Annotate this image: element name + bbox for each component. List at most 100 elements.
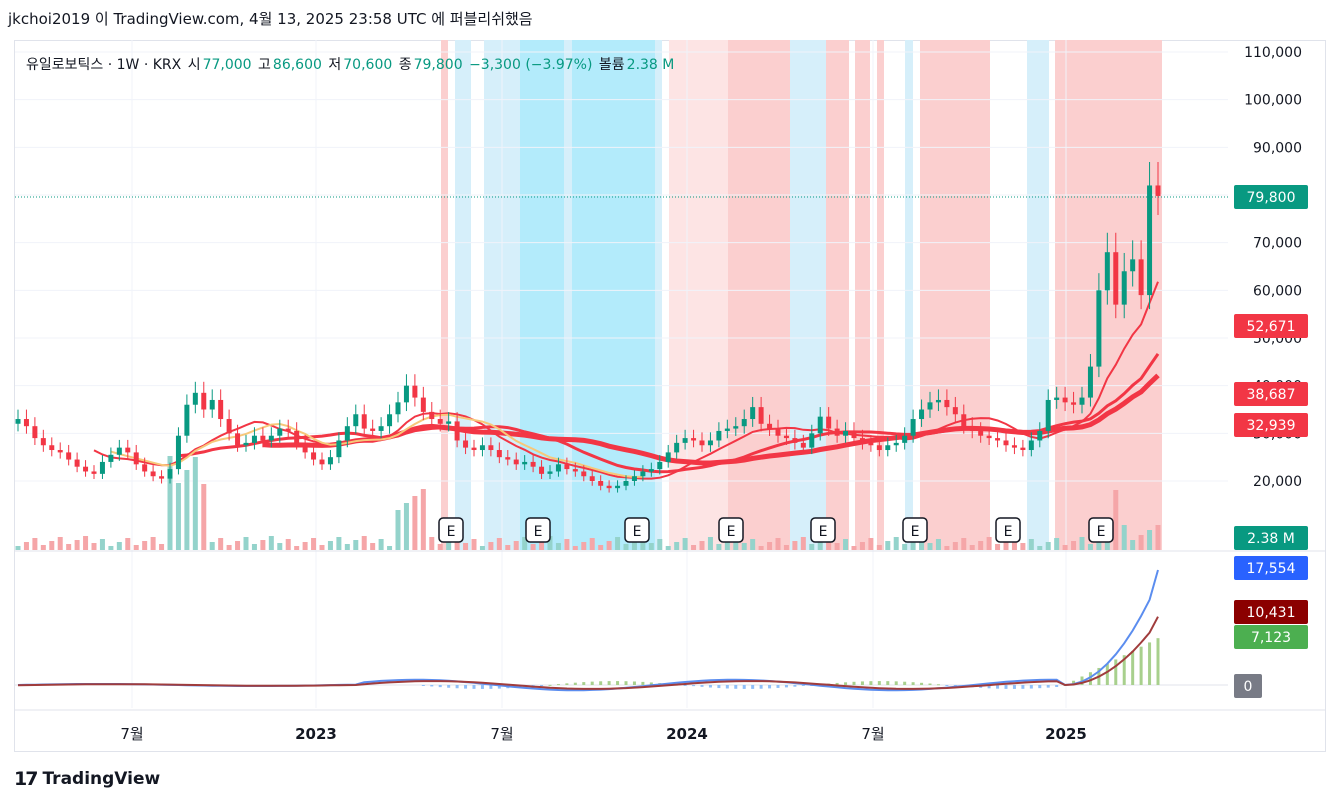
- signal-line: [17, 616, 1159, 690]
- earnings-marker-label: E: [1004, 524, 1013, 540]
- macd-hist-bar: [649, 682, 653, 685]
- candle-body: [1003, 440, 1009, 446]
- volume-bar: [826, 536, 832, 550]
- macd-hist-bar: [903, 681, 907, 685]
- macd-hist-bar: [582, 682, 586, 685]
- macd-hist-bar: [447, 685, 451, 688]
- candle-body: [961, 414, 967, 427]
- macd-label-box: [1234, 600, 1308, 624]
- price-label: 79,800: [1247, 190, 1296, 206]
- candle-body: [783, 435, 789, 439]
- macd-hist-bar: [751, 685, 755, 689]
- regime-band: [790, 40, 826, 550]
- candle-body: [302, 442, 308, 453]
- candle-body: [969, 426, 975, 431]
- macd-hist-bar: [1114, 659, 1118, 685]
- candle-body: [1045, 399, 1051, 431]
- candle-body: [488, 445, 494, 451]
- candle-body: [640, 471, 646, 477]
- candle-body: [1138, 259, 1144, 296]
- volume-bar: [995, 544, 1001, 550]
- candle-body: [893, 442, 899, 446]
- volume-bar: [699, 541, 705, 550]
- earnings-marker-label: E: [633, 524, 642, 540]
- volume-bar: [1037, 546, 1043, 550]
- macd-hist-bar: [869, 681, 873, 685]
- candle-body: [150, 471, 156, 477]
- candle-body: [142, 464, 148, 472]
- volume-bar: [910, 540, 916, 550]
- time-axis-tick: 7월: [861, 725, 884, 743]
- candle-body: [479, 445, 485, 451]
- candle-body: [1155, 185, 1161, 196]
- volume-bar: [226, 545, 232, 550]
- candle-body: [733, 426, 739, 429]
- macd-hist-bar: [742, 685, 746, 689]
- candle-body: [251, 435, 257, 443]
- volume-bar: [260, 540, 266, 550]
- macd-hist-bar: [793, 685, 797, 687]
- candle-body: [496, 450, 502, 458]
- tradingview-footer[interactable]: 17 TradingView: [14, 768, 160, 790]
- volume-bar: [682, 538, 688, 550]
- candle-body: [344, 426, 350, 441]
- macd-hist-bar: [734, 685, 738, 689]
- candle-body: [446, 421, 452, 424]
- ma-line-early: [110, 413, 643, 479]
- candle-body: [311, 452, 317, 460]
- time-axis-tick: 7월: [120, 725, 143, 743]
- volume-bar: [1087, 544, 1093, 550]
- chart-legend: 유일로보틱스 · 1W · KRX 시 77,000 고 86,600 저 70,60…: [26, 54, 676, 74]
- macd-hist-bar: [692, 685, 696, 687]
- candle-body: [859, 438, 865, 443]
- legend-change: −3,300 (−3.97%): [469, 57, 593, 73]
- candle-body: [49, 445, 55, 451]
- volume-bar: [99, 539, 105, 550]
- volume-bar: [1028, 539, 1034, 550]
- legend-symbol[interactable]: 유일로보틱스 · 1W · KRX: [26, 57, 182, 73]
- candle-body: [412, 385, 418, 398]
- volume-bar: [598, 545, 604, 550]
- candle-body: [243, 442, 249, 446]
- candle-body: [665, 452, 671, 462]
- candle-body: [1062, 397, 1068, 403]
- volume-bar: [783, 545, 789, 550]
- candle-body: [66, 452, 72, 460]
- volume-bar: [961, 538, 967, 550]
- candle-body: [631, 476, 637, 481]
- volume-bar: [758, 546, 764, 550]
- candle-body: [57, 450, 63, 453]
- candle-body: [750, 407, 756, 420]
- volume-bar: [581, 542, 587, 550]
- candle-body: [944, 399, 950, 408]
- earnings-marker-label: E: [447, 524, 456, 540]
- legend-volume-label: 볼륨: [598, 57, 625, 73]
- volume-bar: [665, 546, 671, 550]
- candle-body: [741, 419, 747, 427]
- macd-hist-bar: [616, 681, 620, 685]
- candle-body: [201, 392, 207, 410]
- volume-bar: [108, 546, 114, 550]
- volume-bar: [91, 543, 97, 550]
- volume-bar: [378, 539, 384, 550]
- candle-body: [403, 385, 409, 403]
- macd-hist-bar: [784, 685, 788, 688]
- candle-body: [226, 419, 232, 434]
- candle-body: [817, 416, 823, 434]
- macd-hist-bar: [1088, 672, 1092, 685]
- price-label-box: [1234, 185, 1308, 209]
- macd-hist-bar: [464, 685, 468, 689]
- volume-bar: [167, 456, 173, 550]
- candle-body: [32, 426, 38, 439]
- volume-bar: [969, 545, 975, 550]
- volume-bar: [1054, 538, 1060, 550]
- candle-body: [1113, 252, 1119, 305]
- macd-hist-bar: [945, 685, 949, 686]
- candle-body: [361, 414, 367, 429]
- regime-band: [855, 40, 870, 550]
- volume-bar: [733, 536, 739, 550]
- volume-bar: [834, 543, 840, 550]
- volume-bar: [142, 541, 148, 550]
- macd-hist-bar: [1139, 646, 1143, 685]
